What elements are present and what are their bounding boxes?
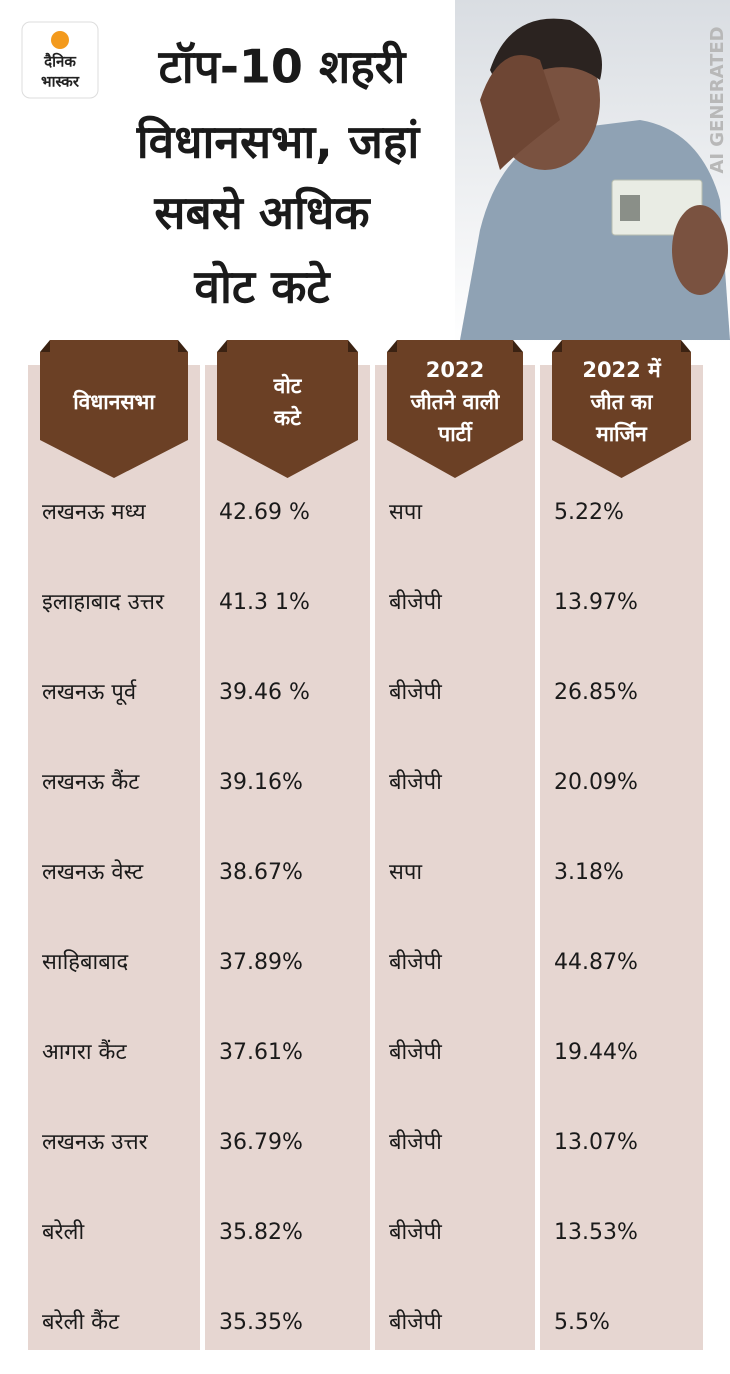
cell-text: बीजेपी xyxy=(389,949,442,975)
cell-text: 35.82% xyxy=(219,1220,303,1245)
cell-text: बीजेपी xyxy=(389,1219,442,1245)
title-line: सबसे अधिक xyxy=(153,186,371,240)
header-text: जीतने वाली xyxy=(410,389,501,414)
cell-text: बीजेपी xyxy=(389,769,442,795)
title-line: टॉप-10 शहरी xyxy=(158,40,408,94)
cell-text: लखनऊ मध्य xyxy=(42,500,147,525)
header-text: विधानसभा xyxy=(72,389,156,414)
cell-text: 39.46 % xyxy=(219,680,310,705)
cell-text: 36.79% xyxy=(219,1130,303,1155)
cell-text: सपा xyxy=(389,860,422,885)
header-text: कटे xyxy=(273,405,302,430)
header-flap xyxy=(348,340,358,352)
cell-text: 3.18% xyxy=(554,860,624,885)
logo-text: दैनिक xyxy=(43,53,77,71)
cell-text: 38.67% xyxy=(219,860,303,885)
cell-text: लखनऊ वेस्ट xyxy=(42,859,144,885)
logo-text: भास्कर xyxy=(41,73,80,91)
cell-text: आगरा कैंट xyxy=(42,1039,127,1065)
cell-text: 5.22% xyxy=(554,500,624,525)
cell-text: बीजेपी xyxy=(389,589,442,615)
header-bg xyxy=(217,340,358,478)
title-line: वोट कटे xyxy=(193,260,331,314)
header-flap xyxy=(387,340,397,352)
header-bg xyxy=(40,340,188,478)
cell-text: 35.35% xyxy=(219,1310,303,1335)
cell-text: 41.3 1% xyxy=(219,590,310,615)
header-flap xyxy=(178,340,188,352)
cell-text: बरेली कैंट xyxy=(42,1309,120,1335)
cell-text: 13.53% xyxy=(554,1220,638,1245)
table: विधानसभा वोट कटे 2022 जीतने वाली पार्टी 2022 म… xyxy=(28,340,703,1350)
cell-text: 13.07% xyxy=(554,1130,638,1155)
header-text: वोट xyxy=(273,373,303,398)
header-text: मार्जिन xyxy=(595,421,648,446)
header-flap xyxy=(40,340,50,352)
cell-text: बीजेपी xyxy=(389,1039,442,1065)
cell-text: 20.09% xyxy=(554,770,638,795)
cell-text: 42.69 % xyxy=(219,500,310,525)
header-text: 2022 में xyxy=(582,357,662,382)
column-bg xyxy=(205,365,370,1350)
column-bg xyxy=(375,365,535,1350)
cell-text: इलाहाबाद उत्तर xyxy=(42,590,165,615)
column-bg xyxy=(540,365,703,1350)
photo xyxy=(455,0,730,345)
header-text: जीत का xyxy=(590,389,654,414)
header-flap xyxy=(513,340,523,352)
header-text: 2022 xyxy=(426,358,484,382)
cell-text: 37.89% xyxy=(219,950,303,975)
title-line: विधानसभा, जहां xyxy=(136,115,422,169)
header-flap xyxy=(681,340,691,352)
logo: दैनिक भास्कर xyxy=(21,21,99,99)
cell-text: बीजेपी xyxy=(389,1129,442,1155)
watermark: AI GENERATED xyxy=(707,26,728,173)
cell-text: 5.5% xyxy=(554,1310,610,1335)
cell-text: 37.61% xyxy=(219,1040,303,1065)
cell-text: बरेली xyxy=(42,1219,84,1245)
cell-text: बीजेपी xyxy=(389,1309,442,1335)
cell-text: साहिबाबाद xyxy=(42,949,128,975)
header-bg xyxy=(552,340,691,478)
cell-text: लखनऊ कैंट xyxy=(42,769,140,795)
header-bg xyxy=(387,340,523,478)
cell-text: लखनऊ उत्तर xyxy=(42,1130,149,1155)
header-text: पार्टी xyxy=(437,421,473,446)
cell-text: सपा xyxy=(389,500,422,525)
cell-text: बीजेपी xyxy=(389,679,442,705)
cell-text: 44.87% xyxy=(554,950,638,975)
header-flap xyxy=(217,340,227,352)
cell-text: 13.97% xyxy=(554,590,638,615)
cell-text: 39.16% xyxy=(219,770,303,795)
header-flap xyxy=(552,340,562,352)
cell-text: 26.85% xyxy=(554,680,638,705)
column-bg xyxy=(28,365,200,1350)
cell-text: 19.44% xyxy=(554,1040,638,1065)
cell-text: लखनऊ पूर्व xyxy=(42,679,137,706)
